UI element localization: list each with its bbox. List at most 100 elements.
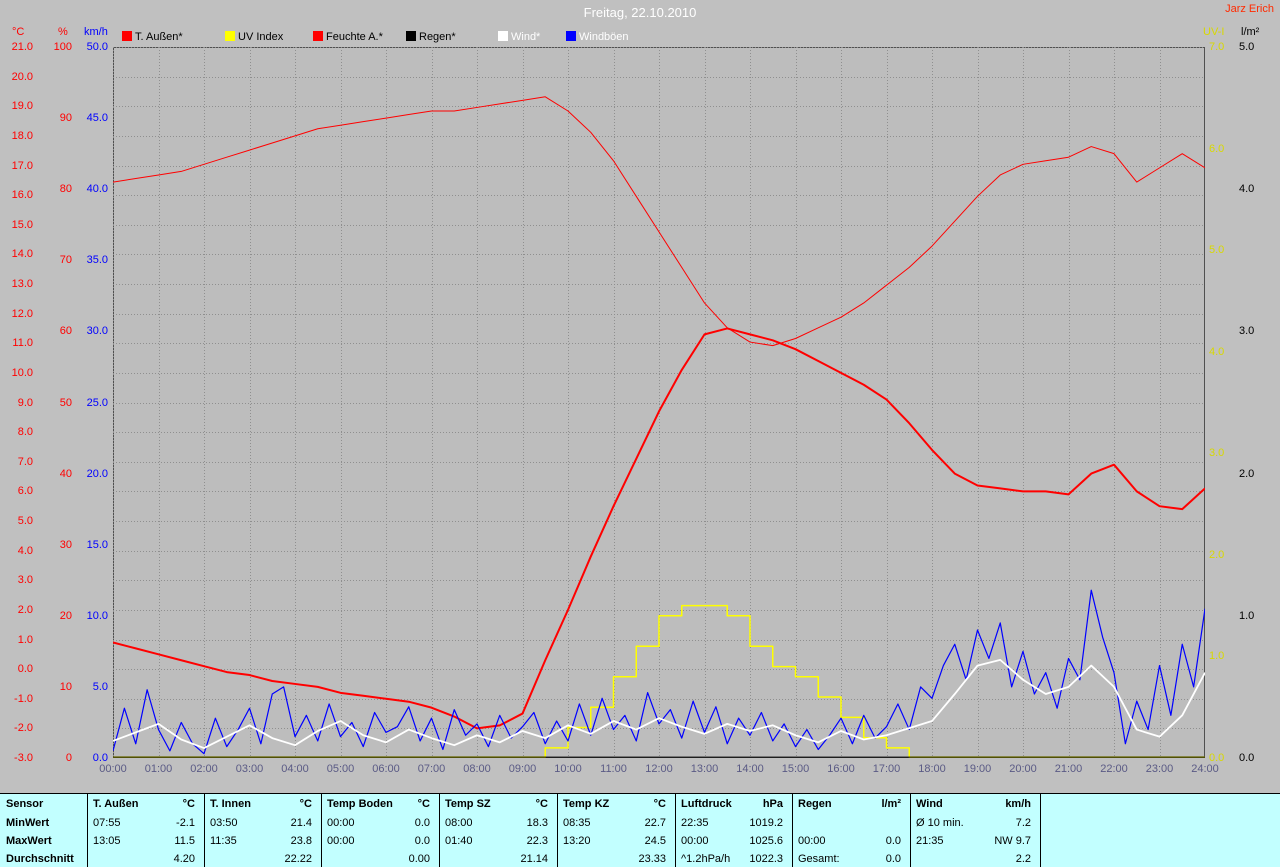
y-tick-kmh: 45.0	[86, 112, 108, 125]
legend-swatch-2[interactable]	[313, 31, 323, 41]
y-tick-degC: 7.0	[17, 455, 33, 468]
legend-label-4[interactable]: Wind*	[511, 31, 541, 43]
table-cell-value: 0.0	[414, 835, 430, 847]
y-tick-rain: 2.0	[1239, 467, 1255, 480]
y-tick-kmh: 25.0	[86, 396, 108, 409]
table-cell: 00:00 0.0	[322, 832, 440, 850]
table-cell-value: 4.20	[173, 853, 195, 865]
table-cell-empty	[1041, 814, 1280, 832]
table-cell-value: 1019.2	[749, 817, 783, 829]
table-cell-value: 2.2	[1015, 853, 1031, 865]
table-cell: 08:00 18.3	[440, 814, 558, 832]
table-cell: 03:50 21.4	[205, 814, 322, 832]
y-tick-pct: 10	[59, 680, 72, 693]
y-tick-uv: 4.0	[1209, 345, 1225, 358]
y-tick-uv: 2.0	[1209, 548, 1225, 561]
table-cell: Wind km/h	[911, 794, 1041, 814]
table-cell: 11:35 23.8	[205, 832, 322, 850]
table-cell-value: l/m²	[881, 798, 901, 810]
table-cell-left: 21:35	[916, 835, 944, 847]
x-tick: 20:00	[1009, 763, 1037, 775]
legend-swatch-3[interactable]	[406, 31, 416, 41]
x-tick: 15:00	[781, 763, 810, 775]
table-cell-left: 13:20	[563, 835, 591, 847]
y-tick-kmh: 20.0	[86, 467, 108, 480]
y-tick-degC: 4.0	[17, 544, 33, 557]
y-tick-degC: 1.0	[17, 633, 33, 646]
y-tick-degC: 8.0	[17, 426, 33, 439]
y-tick-pct: 40	[59, 467, 72, 480]
legend-swatch-0[interactable]	[122, 31, 132, 41]
axis-unit-percent: %	[58, 26, 68, 38]
x-tick: 16:00	[827, 763, 855, 775]
table-cell: 00:00 0.0	[322, 814, 440, 832]
y-tick-uv: 0.0	[1209, 752, 1225, 764]
y-tick-degC: 13.0	[11, 278, 33, 290]
y-tick-degC: 9.0	[17, 396, 33, 409]
legend-swatch-1[interactable]	[225, 31, 235, 41]
table-cell: Temp KZ °C	[558, 794, 676, 814]
table-row: Sensor T. Außen °C T. Innen °C Temp Boden °C Te…	[0, 794, 1280, 814]
y-tick-degC: 19.0	[11, 100, 33, 113]
axis-unit-kmh: km/h	[84, 26, 108, 38]
table-cell: 07:55 -2.1	[88, 814, 205, 832]
table-cell-value: 0.0	[885, 853, 901, 865]
table-cell-value: °C	[182, 798, 195, 810]
x-tick: 10:00	[554, 763, 582, 775]
table-cell-left: 01:40	[445, 835, 473, 847]
y-tick-pct: 70	[59, 254, 72, 267]
table-cell-value: °C	[417, 798, 430, 810]
table-cell-left: 00:00	[681, 835, 709, 847]
table-cell-value: °C	[299, 798, 312, 810]
table-cell-left: Temp KZ	[563, 798, 610, 810]
table-cell-value: 23.8	[290, 835, 312, 847]
y-tick-uv: 3.0	[1209, 447, 1225, 460]
y-tick-kmh: 15.0	[86, 538, 108, 551]
y-tick-kmh: 30.0	[86, 325, 108, 338]
table-cell-value: 23.33	[638, 853, 666, 865]
table-cell-value: °C	[535, 798, 548, 810]
x-tick: 03:00	[235, 763, 264, 775]
table-row-label: MinWert	[0, 814, 88, 832]
y-tick-degC: 17.0	[11, 159, 33, 172]
x-tick: 00:00	[99, 763, 127, 775]
table-cell-value: 21.4	[290, 817, 312, 829]
table-cell-value: 1022.3	[749, 853, 783, 865]
table-cell-left: T. Außen	[93, 798, 139, 810]
table-cell: Temp SZ °C	[440, 794, 558, 814]
owner-label: Jarz Erich	[1225, 3, 1274, 15]
x-tick: 01:00	[144, 763, 173, 775]
y-tick-degC: 18.0	[11, 129, 33, 142]
table-cell-left: Regen	[798, 798, 832, 810]
y-tick-pct: 30	[59, 538, 72, 551]
weather-chart	[113, 47, 1205, 758]
series-feuchte-a-	[113, 96, 1205, 347]
legend-label-5[interactable]: Windböen	[579, 31, 629, 43]
table-cell-value: NW 9.7	[994, 835, 1031, 847]
legend-swatch-5[interactable]	[566, 31, 576, 41]
legend-label-3[interactable]: Regen*	[419, 31, 456, 43]
table-cell-value: 22.22	[284, 853, 312, 865]
table-cell: Ø 10 min. 7.2	[911, 814, 1041, 832]
y-tick-rain: 3.0	[1239, 325, 1255, 338]
legend-label-1[interactable]: UV Index	[238, 31, 284, 43]
legend-swatch-4[interactable]	[498, 31, 508, 41]
table-cell-value: 7.2	[1015, 817, 1031, 829]
table-cell-left: 00:00	[798, 835, 826, 847]
legend-label-0[interactable]: T. Außen*	[135, 31, 183, 43]
table-cell-value: 22.7	[644, 817, 666, 829]
legend-label-2[interactable]: Feuchte A.*	[326, 31, 383, 43]
table-cell-left: 00:00	[327, 835, 355, 847]
table-cell: 00:00 1025.6	[676, 832, 793, 850]
y-tick-degC: 20.0	[11, 70, 33, 83]
table-cell: 01:40 22.3	[440, 832, 558, 850]
table-cell-left: 07:55	[93, 817, 121, 829]
x-tick: 14:00	[736, 763, 764, 775]
y-tick-kmh: 10.0	[86, 609, 108, 622]
table-cell-left: Wind	[916, 798, 943, 810]
x-tick: 05:00	[326, 763, 355, 775]
table-cell-left: 03:50	[210, 817, 238, 829]
table-cell-value: 0.0	[414, 817, 430, 829]
table-cell: 00:00 0.0	[793, 832, 911, 850]
